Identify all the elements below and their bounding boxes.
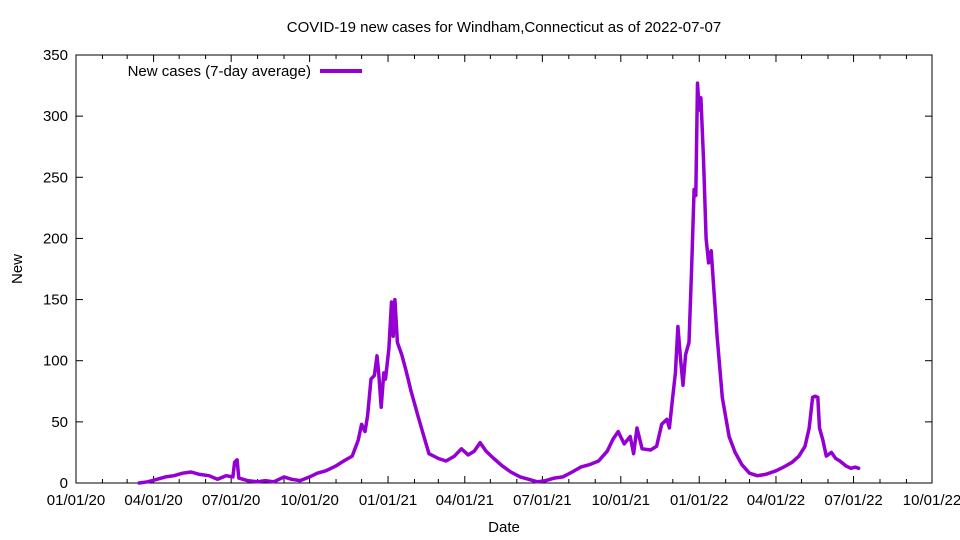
x-tick-label: 10/01/21 bbox=[592, 492, 650, 509]
x-axis-title: Date bbox=[488, 519, 520, 536]
y-tick-label: 200 bbox=[43, 230, 68, 247]
y-tick-label: 0 bbox=[60, 475, 68, 492]
series-line bbox=[137, 81, 861, 485]
plot-frame bbox=[75, 54, 933, 484]
y-tick-label: 300 bbox=[43, 108, 68, 125]
x-tick-label: 04/01/22 bbox=[747, 492, 805, 509]
x-tick-label: 04/01/20 bbox=[124, 492, 182, 509]
y-axis-title: New bbox=[9, 254, 26, 284]
y-tick-label: 250 bbox=[43, 169, 68, 186]
x-tick-label: 01/01/21 bbox=[359, 492, 417, 509]
y-tick-label: 150 bbox=[43, 292, 68, 309]
y-axis: 0 50 100 150 200 250 300 350 bbox=[43, 47, 932, 492]
x-tick-label: 01/01/20 bbox=[47, 492, 105, 509]
y-tick-label: 100 bbox=[43, 353, 68, 370]
x-axis: 01/01/20 04/01/20 07/01/20 10/01/20 01/01/21… bbox=[47, 55, 960, 509]
y-tick-label: 50 bbox=[51, 414, 68, 431]
x-tick-label: 01/01/22 bbox=[670, 492, 728, 509]
x-tick-label: 07/01/21 bbox=[513, 492, 571, 509]
x-tick-label: 07/01/22 bbox=[824, 492, 882, 509]
y-tick-label: 350 bbox=[43, 47, 68, 64]
legend: New cases (7-day average) bbox=[128, 63, 362, 80]
x-tick-label: 10/01/20 bbox=[280, 492, 338, 509]
x-tick-label: 04/01/21 bbox=[436, 492, 494, 509]
series-group bbox=[137, 81, 861, 485]
legend-label: New cases (7-day average) bbox=[128, 63, 311, 80]
x-tick-label: 10/01/22 bbox=[903, 492, 960, 509]
chart-title: COVID-19 new cases for Windham,Connectic… bbox=[287, 19, 721, 36]
x-tick-label: 07/01/20 bbox=[202, 492, 260, 509]
